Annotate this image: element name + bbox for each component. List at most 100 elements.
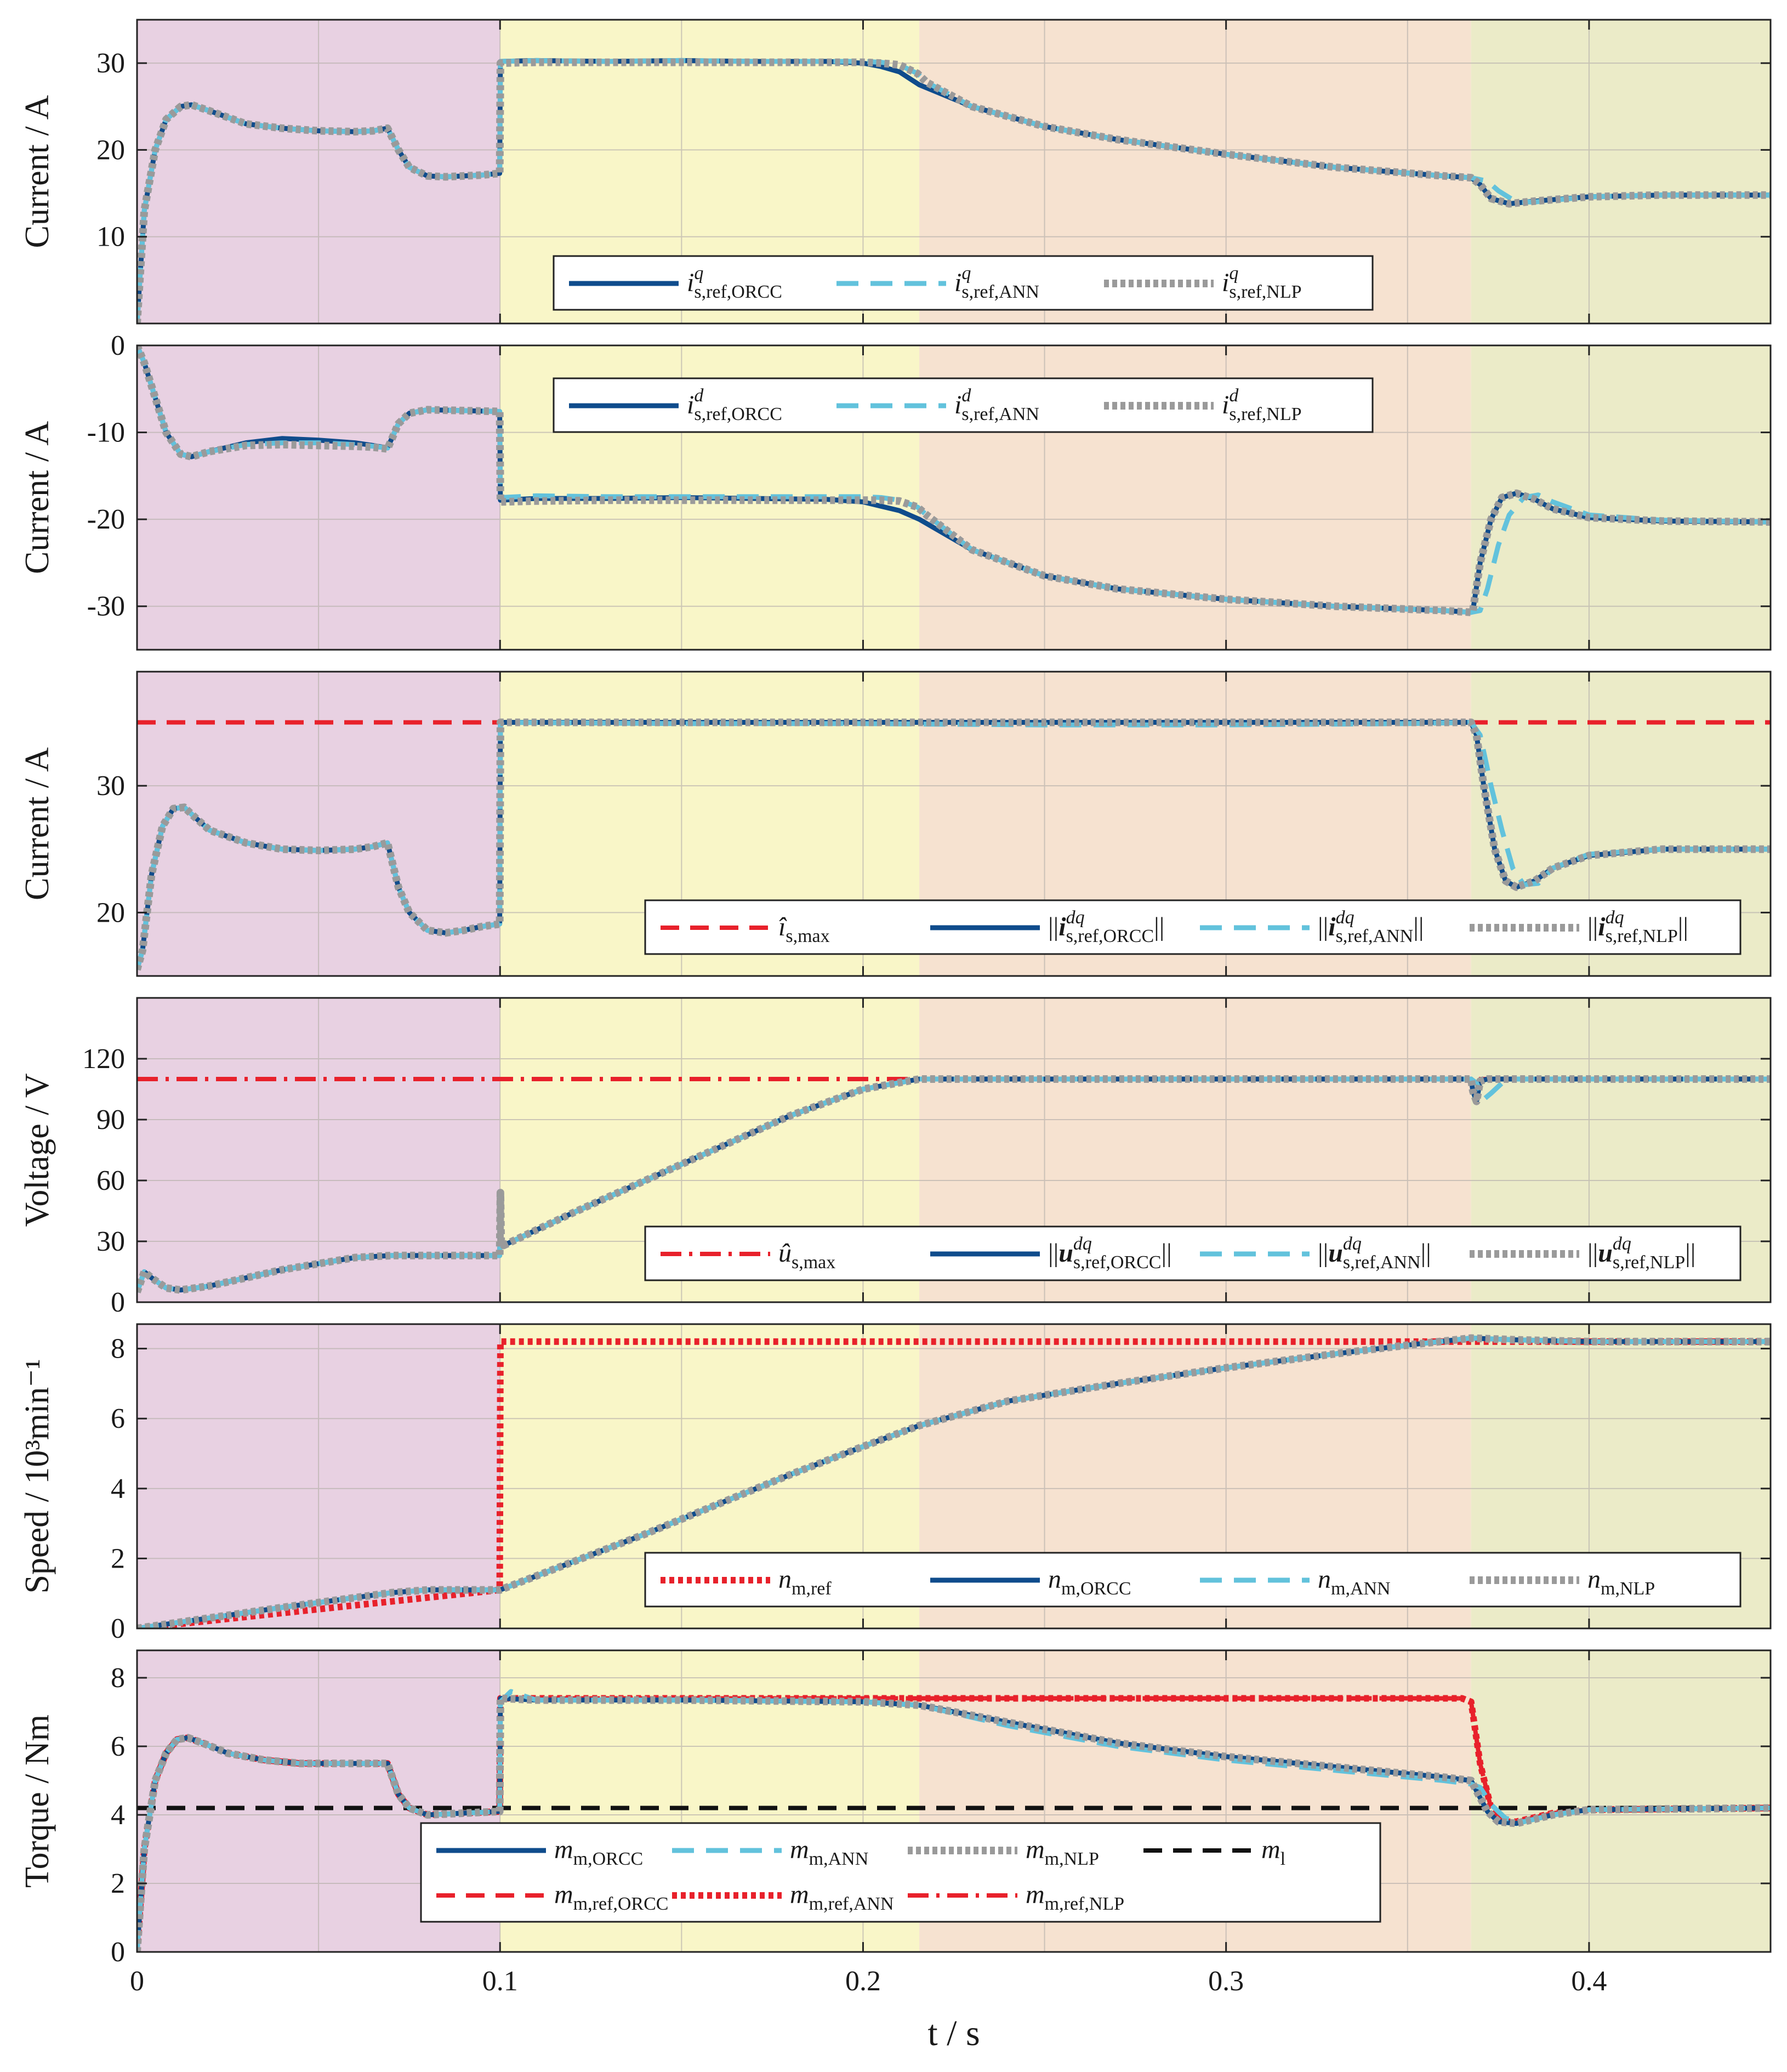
series-line-n_m,ref [137, 1338, 1771, 1628]
x-tick-label: 0.3 [1208, 1966, 1244, 1997]
plot-frame [136, 19, 1772, 325]
panel-imag: 20 30 Current / A îs,max ||idq s,ref,ORCC|| ||… [19, 671, 1772, 977]
y-axis-label: Current / A [19, 747, 56, 900]
speed-legend-label: nm,ref [778, 1565, 832, 1599]
legend-iq: iq s,ref,ORCC iq s,ref,ANN iq s,ref,NLP [553, 255, 1374, 311]
plot-frame [136, 997, 1772, 1303]
torque-legend-label: mm,ANN [790, 1835, 868, 1869]
speed-legend-label: nm,ANN [1318, 1565, 1391, 1599]
y-tick-label: 120 [82, 1043, 125, 1075]
legend-box [420, 1822, 1381, 1923]
series-line-i^q_s,ref,NLP [137, 58, 1771, 323]
legend-torque: mm,ORCC mm,ANN mm,NLP ml mm,ref,ORCC mm,ref,A… [420, 1822, 1381, 1923]
volt-legend-label: ||udq s,ref,ANN|| [1318, 1234, 1431, 1273]
y-axis-label: Voltage / V [19, 1073, 56, 1227]
y-tick-label: 30 [96, 1226, 125, 1257]
legend-speed: nm,ref nm,ORCC nm,ANN nm,NLP [644, 1552, 1742, 1608]
volt-legend-label: ||udq s,ref,NLP|| [1587, 1234, 1695, 1273]
x-tick-label: 0.1 [482, 1966, 518, 1997]
series-line-n_m,NLP [137, 1334, 1771, 1628]
y-axis-label: Torque / Nm [19, 1715, 56, 1888]
series-group [137, 345, 1771, 616]
legend-box [553, 255, 1374, 311]
y-tick-label: 30 [96, 770, 125, 802]
phase-region [1471, 20, 1771, 323]
torque-legend-label: mm,ref,NLP [1026, 1880, 1124, 1914]
imag-legend-label: îs,max [778, 912, 830, 946]
plot-frame [136, 1649, 1772, 1953]
legend-volt: ûs,max ||udq s,ref,ORCC|| ||udq s,ref,ANN|| |… [644, 1225, 1742, 1281]
y-tick-label: 60 [96, 1165, 125, 1196]
plot-frame [136, 671, 1772, 977]
torque-legend-label: ml [1261, 1835, 1285, 1869]
torque-legend-label: mm,NLP [1026, 1835, 1099, 1869]
x-tick-label: 0.4 [1571, 1966, 1607, 1997]
phase-region [1471, 1650, 1771, 1952]
speed-legend-label: nm,NLP [1587, 1565, 1655, 1599]
speed-legend-label: nm,ORCC [1048, 1565, 1131, 1599]
y-tick-label: 20 [96, 134, 125, 166]
ticks [137, 672, 1771, 976]
y-tick-label: 2 [111, 1543, 125, 1574]
imag-legend-label: ||idq s,ref,ORCC|| [1048, 907, 1164, 946]
iq-legend-label: iq s,ref,ORCC [687, 263, 782, 302]
panel-iq: 10 20 30 Current / A iq s,ref,ORCC iq s,ref,ANN… [19, 19, 1772, 325]
id-legend-label: id s,ref,NLP [1222, 385, 1302, 424]
series-line-||u^dq_s,ref,NLP|| [137, 1075, 1771, 1294]
y-tick-label: 8 [111, 1333, 125, 1365]
iq-legend-label: iq s,ref,ANN [954, 263, 1039, 302]
series-line-m_m,NLP [137, 1694, 1771, 1952]
legend-box [644, 1552, 1742, 1608]
imag-legend-label: ||idq s,ref,NLP|| [1587, 907, 1688, 946]
y-tick-label: 0 [111, 1937, 125, 1968]
series-group [137, 1334, 1771, 1628]
y-tick-label: 0 [111, 1613, 125, 1644]
legend-id: id s,ref,ORCC id s,ref,ANN id s,ref,NLP [553, 377, 1374, 433]
y-tick-label: 0 [111, 1287, 125, 1318]
legend-imag: îs,max ||idq s,ref,ORCC|| ||idq s,ref,ANN|| |… [644, 899, 1742, 955]
series-group [137, 1689, 1771, 1952]
torque-legend-label: mm,ORCC [554, 1835, 643, 1869]
y-tick-label: 6 [111, 1731, 125, 1762]
legend-box [644, 1225, 1742, 1281]
x-tick-label: 0.2 [845, 1966, 881, 1997]
series-line-i^d_s,ref,NLP [137, 345, 1771, 616]
ticks [137, 20, 1771, 323]
series-line-||i^dq_s,ref,ANN|| [137, 720, 1771, 970]
y-tick-label: -20 [87, 504, 125, 535]
plot-frame [136, 1323, 1772, 1630]
id-legend-label: id s,ref,ORCC [687, 385, 782, 424]
y-tick-label: 4 [111, 1473, 125, 1505]
y-axis-label: Current / A [19, 95, 56, 248]
y-tick-label: 20 [96, 897, 125, 928]
y-axis-label: Current / A [19, 421, 56, 574]
y-tick-label: 6 [111, 1403, 125, 1434]
y-tick-label: -30 [87, 591, 125, 622]
y-tick-label: 4 [111, 1799, 125, 1831]
y-tick-label: 0 [111, 330, 125, 361]
y-tick-label: 10 [96, 222, 125, 253]
volt-legend-label: ûs,max [778, 1239, 835, 1273]
series-group [137, 1075, 1771, 1294]
volt-legend-label: ||udq s,ref,ORCC|| [1048, 1234, 1172, 1273]
plot-frame [136, 344, 1772, 651]
legend-box [553, 377, 1374, 433]
phase-region [1471, 345, 1771, 650]
id-legend-label: id s,ref,ANN [954, 385, 1039, 424]
y-axis-label: Speed / 10³min⁻¹ [19, 1359, 56, 1593]
series-group [137, 718, 1771, 971]
panel-volt: 0 30 60 90 120 Voltage / V ûs,max ||udq s,ref,OR… [19, 997, 1772, 1318]
y-tick-label: 2 [111, 1868, 125, 1899]
legend-box [644, 899, 1742, 955]
iq-legend-label: iq s,ref,NLP [1222, 263, 1302, 302]
imag-legend-label: ||idq s,ref,ANN|| [1318, 907, 1424, 946]
y-tick-label: 8 [111, 1662, 125, 1694]
series-group [137, 58, 1771, 323]
x-axis-label: t / s [927, 2013, 980, 2053]
torque-legend-label: mm,ref,ANN [790, 1880, 894, 1914]
torque-legend-label: mm,ref,ORCC [554, 1880, 668, 1914]
y-tick-label: 90 [96, 1104, 125, 1136]
